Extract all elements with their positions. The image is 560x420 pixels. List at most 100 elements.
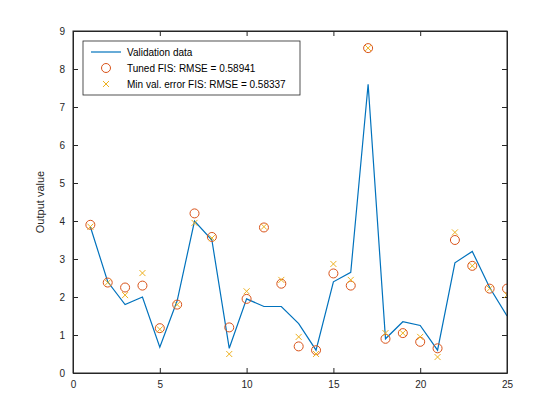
marker [452, 229, 458, 235]
tick-mark [73, 69, 78, 70]
marker [330, 261, 336, 267]
tick-label: 5 [59, 178, 65, 189]
tick-label: 20 [415, 379, 427, 390]
tick-mark [333, 31, 334, 36]
marker [485, 284, 494, 293]
tick-label: 6 [59, 140, 65, 151]
tick: 15 [328, 368, 340, 390]
marker [400, 330, 406, 336]
marker [207, 232, 216, 241]
legend-symbol [103, 81, 109, 87]
tick-label: 2 [59, 292, 65, 303]
y-axis-title: Output value [34, 171, 46, 233]
legend-box [83, 41, 300, 95]
tick-label: 5 [158, 379, 164, 390]
legend-label: Validation data [127, 47, 193, 58]
tick-mark [73, 259, 78, 260]
marker [103, 278, 112, 287]
tick: 2 [59, 292, 78, 303]
tick-mark [502, 335, 507, 336]
tick: 1 [59, 330, 78, 341]
tick-label: 9 [59, 26, 65, 37]
tick [502, 259, 507, 260]
marker [122, 292, 128, 298]
tick [502, 107, 507, 108]
tick-mark [160, 31, 161, 36]
tick-mark [247, 368, 248, 373]
tick-label: 15 [328, 379, 340, 390]
marker [365, 45, 371, 51]
marker [398, 329, 407, 338]
marker [121, 283, 130, 292]
tick [160, 31, 161, 36]
chart: 05101520250123456789Validation dataTuned… [0, 0, 560, 420]
tick [502, 145, 507, 146]
tick-mark [73, 221, 78, 222]
marker [174, 302, 180, 308]
marker [209, 235, 215, 241]
tick [502, 335, 507, 336]
tick-mark [502, 69, 507, 70]
tick [333, 31, 334, 36]
marker [469, 263, 475, 269]
marker [226, 351, 232, 357]
tick-mark [333, 368, 334, 373]
tick-label: 25 [502, 379, 514, 390]
marker [487, 286, 493, 292]
marker [416, 337, 425, 346]
marker [86, 220, 95, 229]
marker [313, 351, 319, 357]
marker [468, 261, 477, 270]
tick: 5 [158, 368, 164, 390]
tick-mark [247, 31, 248, 36]
tick-mark [502, 145, 507, 146]
legend-label: Min val. error FIS: RMSE = 0.58337 [127, 79, 286, 90]
tick: 7 [59, 102, 78, 113]
legend: Validation data Tuned FIS: RMSE = 0.58941… [83, 41, 300, 95]
tick-label: 3 [59, 254, 65, 265]
marker [139, 270, 145, 276]
plot-area: 05101520250123456789Validation dataTuned… [59, 26, 513, 390]
tick: 20 [415, 368, 427, 390]
marker [190, 209, 199, 218]
marker [278, 277, 284, 283]
marker [192, 220, 198, 226]
marker [242, 294, 251, 303]
marker [433, 344, 442, 353]
x-axis: 0510152025 [71, 368, 514, 390]
tick-mark [73, 107, 78, 108]
tick-label: 10 [242, 379, 254, 390]
y-axis: 0123456789 [59, 26, 78, 379]
tick [420, 31, 421, 36]
marker [294, 342, 303, 351]
marker [105, 280, 111, 286]
tick-label: 1 [59, 330, 65, 341]
tick-label: 0 [59, 368, 65, 379]
tick-mark [502, 221, 507, 222]
tick: 5 [59, 178, 78, 189]
tick: 6 [59, 140, 78, 151]
tick-label: 8 [59, 64, 65, 75]
marker [435, 354, 441, 360]
tick [502, 69, 507, 70]
series-line [90, 84, 507, 350]
tick-mark [73, 183, 78, 184]
tick: 3 [59, 254, 78, 265]
marker [155, 324, 164, 333]
marker [296, 334, 302, 340]
marker [348, 277, 354, 283]
legend-label: Tuned FIS: RMSE = 0.58941 [127, 63, 256, 74]
tick-mark [502, 183, 507, 184]
marker [173, 300, 182, 309]
tick: 10 [242, 368, 254, 390]
tick-mark [502, 259, 507, 260]
plot-background [73, 31, 507, 373]
tick-mark [73, 145, 78, 146]
tick-label: 7 [59, 102, 65, 113]
tick-mark [420, 31, 421, 36]
tick [502, 221, 507, 222]
marker [382, 330, 388, 336]
tick [502, 183, 507, 184]
tick-mark [73, 335, 78, 336]
x-axis-top [74, 31, 508, 36]
